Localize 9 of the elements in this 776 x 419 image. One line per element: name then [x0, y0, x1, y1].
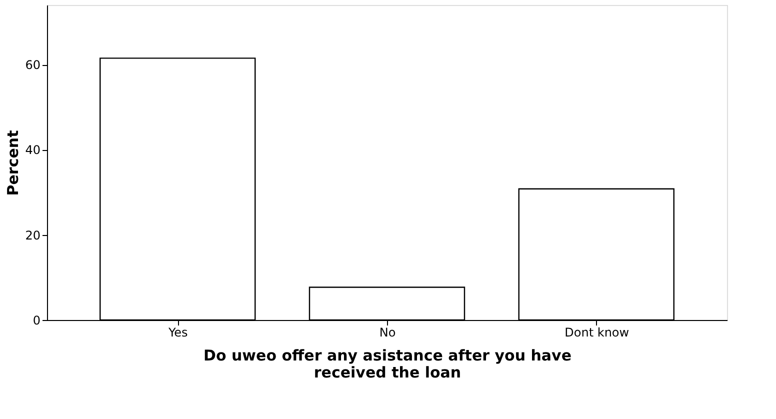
y-tick-label: 60 [25, 58, 40, 72]
x-tick-label: No [379, 326, 396, 340]
x-axis-title: Do uweo offer any asistance after you have received the loan [204, 346, 572, 382]
x-tick-label: Dont know [564, 326, 630, 340]
y-tick-label: 0 [32, 314, 40, 328]
y-tick-label: 20 [25, 228, 40, 242]
x-tick-label: Yes [167, 326, 188, 340]
y-tick-label: 40 [25, 143, 40, 158]
y-axis-title: Percent [4, 130, 22, 196]
